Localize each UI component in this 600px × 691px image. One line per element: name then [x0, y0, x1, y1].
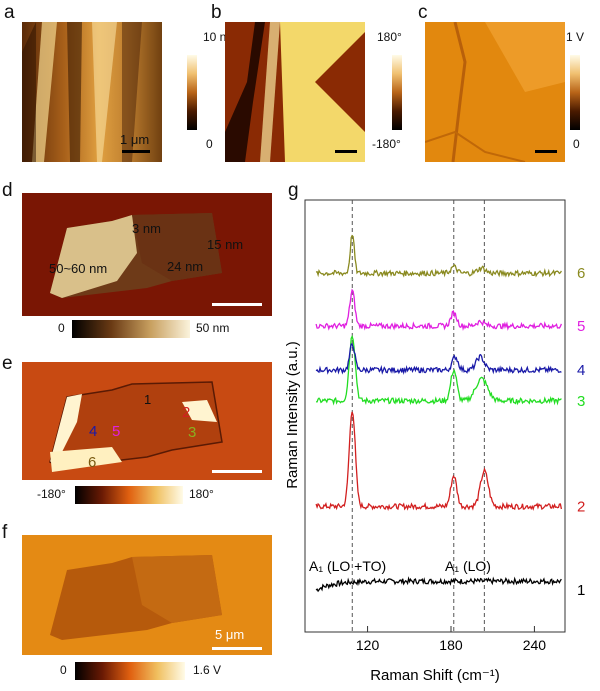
panel-d-label: d — [2, 180, 13, 201]
potential-domains — [425, 22, 565, 162]
flake-outline-d — [50, 213, 222, 298]
annotation-a1-lo-to: A₁ (LO +TO) — [309, 558, 386, 574]
phase-domains — [225, 22, 365, 162]
colorbar-b-top: 180° — [377, 30, 402, 44]
colorbar-b — [392, 55, 402, 130]
phase-image-b — [225, 22, 365, 162]
point-label-2: 2 — [182, 404, 191, 421]
scale-bar-c — [535, 150, 557, 153]
colorbar-c-top: 1 V — [566, 30, 585, 44]
colorbar-b-bottom: -180° — [372, 137, 401, 151]
kpfm-image-c — [425, 22, 565, 162]
x-tick-label-1: 180 — [439, 637, 463, 653]
colorbar-c-bottom: 0 — [573, 137, 580, 151]
series-6-label: 6 — [577, 265, 585, 282]
scale-bar-b — [335, 150, 357, 153]
point-label-6: 6 — [88, 454, 97, 471]
scale-bar-d — [212, 303, 262, 306]
series-2-label: 2 — [577, 498, 585, 515]
x-tick-label-2: 240 — [523, 637, 547, 653]
colorbar-d — [72, 320, 190, 338]
series-2-line — [315, 411, 563, 512]
flake-phase-e — [49, 381, 223, 472]
x-tick-label-0: 120 — [356, 637, 380, 653]
colorbar-f-right: 1.6 V — [193, 663, 222, 677]
afm-topography-image-a: 1 μm — [22, 22, 162, 162]
colorbar-a — [187, 55, 197, 130]
series-1-label: 1 — [577, 582, 585, 599]
annotation-a1-lo: A₁ (LO) — [445, 558, 491, 574]
panel-c-label: c — [418, 2, 428, 23]
region-label-50-60nm: 50~60 nm — [49, 261, 108, 276]
scale-bar-a — [122, 150, 150, 153]
series-6-line — [315, 234, 562, 278]
colorbar-d-left: 0 — [58, 321, 65, 335]
series-4-label: 4 — [577, 362, 585, 379]
panel-g-label: g — [288, 180, 299, 201]
series-5-label: 5 — [577, 318, 585, 335]
phase-image-e: 1 2 3 4 5 6 — [22, 362, 272, 480]
series-3-line — [316, 334, 562, 406]
colorbar-f-left: 0 — [60, 663, 67, 677]
region-label-24nm: 24 nm — [167, 259, 204, 274]
scale-bar-e — [212, 470, 262, 473]
series-5-line — [315, 288, 563, 332]
point-label-5: 5 — [112, 423, 121, 440]
kpfm-image-f: 5 μm — [22, 535, 272, 655]
colorbar-d-right: 50 nm — [196, 321, 230, 335]
point-label-4: 4 — [89, 423, 98, 440]
colorbar-e-right: 180° — [189, 487, 214, 501]
x-axis-label: Raman Shift (cm⁻¹) — [370, 667, 500, 684]
scale-label-f: 5 μm — [215, 627, 245, 642]
point-label-3: 3 — [188, 424, 197, 441]
afm-topography-image-d: 3 nm 15 nm 24 nm 50~60 nm — [22, 193, 272, 316]
flake-potential-f — [50, 555, 222, 640]
panel-f-label: f — [2, 522, 8, 543]
colorbar-c — [570, 55, 580, 130]
colorbar-e-left: -180° — [37, 487, 66, 501]
series-3-label: 3 — [577, 393, 585, 410]
panel-e-label: e — [2, 353, 13, 374]
panel-a-label: a — [4, 2, 15, 23]
scale-label-a: 1 μm — [120, 132, 150, 147]
series-4-line — [315, 343, 562, 375]
topography-facets — [22, 22, 142, 162]
plot-frame — [304, 199, 566, 633]
scale-bar-f — [212, 647, 262, 650]
colorbar-e — [75, 486, 183, 504]
series-1-line — [315, 576, 562, 593]
region-label-3nm: 3 nm — [132, 221, 161, 236]
colorbar-a-bottom: 0 — [206, 137, 213, 151]
y-axis-label: Raman Intensity (a.u.) — [284, 341, 301, 489]
point-label-1: 1 — [144, 392, 152, 407]
region-label-15nm: 15 nm — [207, 237, 244, 252]
colorbar-f — [75, 662, 185, 680]
panel-b-label: b — [211, 2, 222, 23]
